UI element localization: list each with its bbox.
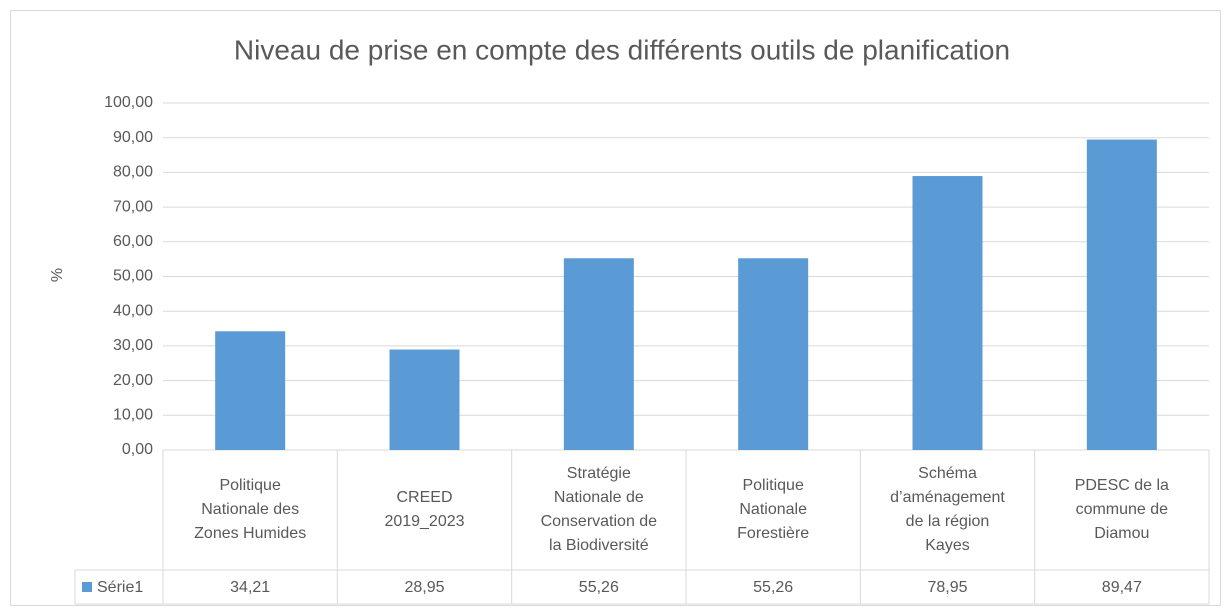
category-label: Politique Nationale Forestière (737, 477, 810, 542)
y-tick-label: 10,00 (113, 407, 153, 424)
y-tick-label: 60,00 (113, 233, 153, 250)
bar (1086, 139, 1157, 450)
y-tick-label: 30,00 (113, 337, 153, 354)
bar (738, 258, 809, 450)
bar (389, 349, 460, 450)
table-value: 34,21 (230, 579, 270, 596)
table-value: 28,95 (404, 579, 444, 596)
y-tick-label: 50,00 (113, 268, 153, 285)
category-label: Stratégie Nationale de Conservation de l… (540, 465, 658, 554)
legend-swatch (82, 582, 92, 592)
y-tick-label: 80,00 (113, 164, 153, 181)
table-value: 55,26 (753, 579, 793, 596)
y-axis-label: % (49, 268, 66, 282)
category-label: Schéma d’aménagement de la région Kayes (890, 465, 1005, 554)
category-label: CREED 2019_2023 (384, 489, 465, 530)
bar (912, 176, 983, 450)
bar (215, 331, 286, 450)
y-tick-label: 70,00 (113, 198, 153, 215)
y-tick-label: 0,00 (122, 441, 153, 458)
table-value: 89,47 (1102, 579, 1142, 596)
y-tick-label: 40,00 (113, 302, 153, 319)
category-label: PDESC de la commune de Diamou (1074, 477, 1169, 542)
table-value: 55,26 (579, 579, 619, 596)
y-tick-label: 100,00 (104, 94, 153, 111)
chart-title: Niveau de prise en compte des différents… (234, 34, 1010, 65)
y-tick-label: 90,00 (113, 129, 153, 146)
bar (563, 258, 634, 450)
category-label: Politique Nationale des Zones Humides (194, 477, 307, 542)
table-value: 78,95 (927, 579, 967, 596)
legend-label: Série1 (97, 579, 143, 596)
y-tick-label: 20,00 (113, 372, 153, 389)
